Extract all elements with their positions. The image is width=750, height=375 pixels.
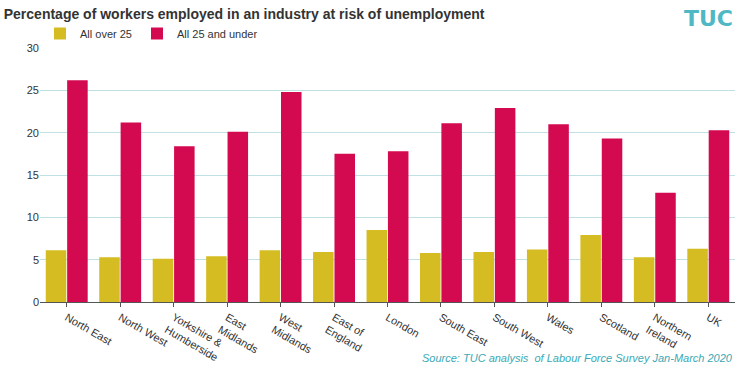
svg-text:North East: North East	[63, 311, 114, 347]
svg-text:South West: South West	[491, 311, 546, 350]
svg-text:TUC: TUC	[684, 6, 733, 31]
svg-text:Yorkshire &Humberside: Yorkshire &Humberside	[163, 311, 228, 363]
svg-text:All 25 and under: All 25 and under	[177, 28, 257, 40]
svg-text:5: 5	[33, 254, 39, 266]
svg-text:Percentage of workers employed: Percentage of workers employed in an ind…	[4, 6, 485, 22]
svg-text:10: 10	[27, 211, 39, 223]
svg-text:20: 20	[27, 127, 39, 139]
svg-text:NorthernIreland: NorthernIreland	[644, 311, 694, 355]
svg-text:25: 25	[27, 84, 39, 96]
svg-text:North West: North West	[116, 311, 169, 349]
svg-text:London: London	[384, 311, 422, 340]
svg-text:15: 15	[27, 169, 39, 181]
svg-text:Source: TUC analysis of Labou: Source: TUC analysis of Labour Force Sur…	[422, 352, 733, 364]
svg-text:South East: South East	[437, 311, 490, 348]
svg-text:0: 0	[33, 296, 39, 308]
svg-text:Scotland: Scotland	[598, 311, 641, 343]
svg-text:30: 30	[27, 42, 39, 54]
svg-text:WestMidlands: WestMidlands	[270, 311, 322, 356]
svg-text:EastMidlands: EastMidlands	[216, 311, 268, 356]
svg-text:UK: UK	[705, 311, 725, 329]
svg-text:Wales: Wales	[544, 311, 577, 337]
svg-text:All over 25: All over 25	[80, 28, 132, 40]
svg-text:East ofEngland: East ofEngland	[323, 311, 371, 354]
